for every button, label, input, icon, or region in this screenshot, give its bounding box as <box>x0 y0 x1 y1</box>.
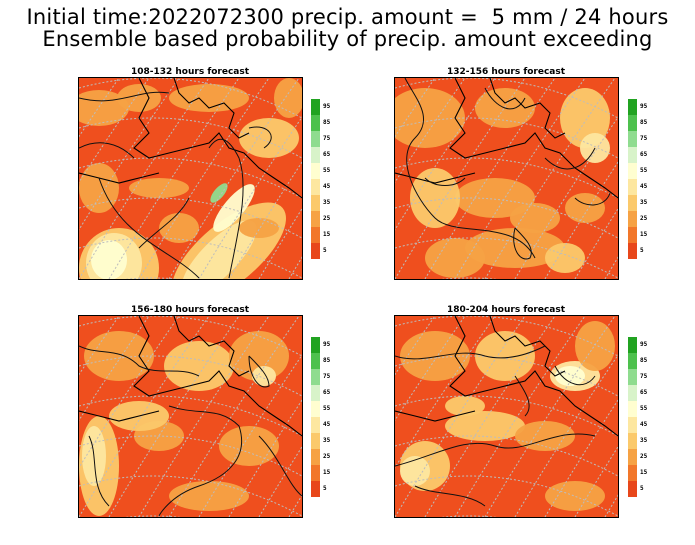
colorbar-label: 25 <box>323 453 331 460</box>
colorbar-label: 15 <box>640 469 648 476</box>
colorbar-segment <box>311 163 320 180</box>
colorbar-label: 35 <box>640 437 648 444</box>
colorbar-segment <box>628 337 637 354</box>
colorbar-segment <box>311 337 320 354</box>
colorbar-segment <box>628 369 637 386</box>
colorbar-segment <box>311 115 320 132</box>
colorbar-label: 5 <box>323 485 327 492</box>
map-svg <box>79 316 302 517</box>
colorbar-segment <box>311 449 320 466</box>
colorbar-label: 85 <box>640 119 648 126</box>
forecast-map-3 <box>78 315 303 518</box>
colorbar-segment <box>311 481 320 498</box>
colorbar-segment <box>311 353 320 370</box>
colorbar-label: 55 <box>323 405 331 412</box>
colorbar-label: 5 <box>640 247 644 254</box>
colorbar-segment <box>628 353 637 370</box>
colorbar-label: 75 <box>323 373 331 380</box>
colorbar-label: 85 <box>323 357 331 364</box>
colorbar-segment <box>628 211 637 228</box>
forecast-map-2 <box>394 77 619 280</box>
colorbar-label: 55 <box>323 167 331 174</box>
colorbar-label: 85 <box>323 119 331 126</box>
colorbar-label: 15 <box>640 231 648 238</box>
colorbar-4: 95 85 75 65 55 45 35 25 15 5 <box>628 337 647 498</box>
colorbar-label: 65 <box>323 389 331 396</box>
colorbar-segment <box>311 433 320 450</box>
colorbar-label: 45 <box>640 421 648 428</box>
colorbar-label: 25 <box>640 215 648 222</box>
colorbar-segment <box>628 131 637 148</box>
colorbar-label: 65 <box>323 151 331 158</box>
colorbar-label: 65 <box>640 151 648 158</box>
colorbar-segment <box>628 433 637 450</box>
figure-title-line1: Initial time:2022072300 precip. amount =… <box>26 5 669 29</box>
colorbar-2: 95 85 75 65 55 45 35 25 15 5 <box>628 99 647 260</box>
colorbar-segment <box>628 243 637 260</box>
colorbar-label: 5 <box>323 247 327 254</box>
colorbar-segment <box>311 195 320 212</box>
colorbar-segment <box>311 99 320 116</box>
colorbar-label: 35 <box>323 199 331 206</box>
figure-title-line2: Ensemble based probability of precip. am… <box>42 27 653 51</box>
colorbar-segment <box>628 449 637 466</box>
colorbar-segment <box>311 401 320 418</box>
colorbar-segment <box>311 147 320 164</box>
colorbar-label: 75 <box>640 373 648 380</box>
colorbar-label: 65 <box>640 389 648 396</box>
colorbar-label: 15 <box>323 231 331 238</box>
colorbar-segment <box>628 481 637 498</box>
colorbar-label: 55 <box>640 405 648 412</box>
colorbar-segment <box>628 115 637 132</box>
colorbar-label: 45 <box>640 183 648 190</box>
colorbar-segment <box>628 147 637 164</box>
colorbar-label: 45 <box>323 421 331 428</box>
colorbar-segment <box>628 401 637 418</box>
panel-title-3: 156-180 hours forecast <box>130 305 250 315</box>
colorbar-segment <box>311 369 320 386</box>
map-svg <box>79 78 302 279</box>
colorbar-label: 35 <box>323 437 331 444</box>
colorbar-label: 55 <box>640 167 648 174</box>
colorbar-label: 95 <box>640 341 648 348</box>
colorbar-segment <box>628 163 637 180</box>
colorbar-segment <box>628 385 637 402</box>
colorbar-label: 85 <box>640 357 648 364</box>
colorbar-3: 95 85 75 65 55 45 35 25 15 5 <box>311 337 330 498</box>
forecast-map-4 <box>394 315 619 518</box>
colorbar-label: 75 <box>323 135 331 142</box>
colorbar-segment <box>628 227 637 244</box>
colorbar-segment <box>311 227 320 244</box>
forecast-map-1 <box>78 77 303 280</box>
colorbar-segment <box>628 195 637 212</box>
colorbar-label: 45 <box>323 183 331 190</box>
colorbar-segment <box>628 417 637 434</box>
colorbar-segment <box>311 179 320 196</box>
colorbar-segment <box>311 385 320 402</box>
colorbar-label: 35 <box>640 199 648 206</box>
colorbar-segment <box>311 131 320 148</box>
panel-title-4: 180-204 hours forecast <box>446 305 566 315</box>
panel-title-1: 108-132 hours forecast <box>130 67 250 77</box>
colorbar-segment <box>311 465 320 482</box>
colorbar-segment <box>628 179 637 196</box>
colorbar-1: 95 85 75 65 55 45 35 25 15 5 <box>311 99 330 260</box>
map-svg <box>395 316 618 517</box>
colorbar-label: 15 <box>323 469 331 476</box>
colorbar-label: 75 <box>640 135 648 142</box>
colorbar-segment <box>311 211 320 228</box>
colorbar-segment <box>628 99 637 116</box>
colorbar-label: 95 <box>323 341 331 348</box>
colorbar-label: 95 <box>640 103 648 110</box>
colorbar-label: 25 <box>323 215 331 222</box>
colorbar-label: 25 <box>640 453 648 460</box>
colorbar-label: 5 <box>640 485 644 492</box>
colorbar-label: 95 <box>323 103 331 110</box>
colorbar-segment <box>628 465 637 482</box>
panel-title-2: 132-156 hours forecast <box>446 67 566 77</box>
colorbar-segment <box>311 243 320 260</box>
map-svg <box>395 78 618 279</box>
colorbar-segment <box>311 417 320 434</box>
